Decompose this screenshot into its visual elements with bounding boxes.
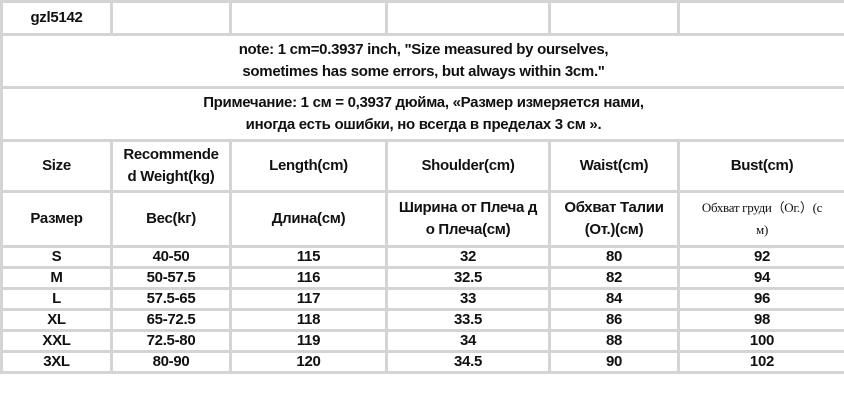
table-cell: S — [0, 245, 113, 269]
table-cell: 40-50 — [110, 245, 232, 269]
note-en-row: note: 1 cm=0.3937 inch, "Size measured b… — [0, 33, 844, 89]
table-cell: 92 — [677, 245, 844, 269]
column-header: Length(cm) — [229, 139, 388, 193]
table-cell: XXL — [0, 329, 113, 353]
table-cell: 120 — [229, 350, 388, 374]
column-header: Длина(см) — [229, 190, 388, 248]
table-cell: 32.5 — [385, 266, 551, 290]
table-cell: 57.5-65 — [110, 287, 232, 311]
table-cell: 98 — [677, 308, 844, 332]
table-cell: 86 — [548, 308, 680, 332]
column-header: Bust(cm) — [677, 139, 844, 193]
column-header: Waist(cm) — [548, 139, 680, 193]
table-cell: 100 — [677, 329, 844, 353]
column-header: Размер — [0, 190, 113, 248]
table-cell: 33.5 — [385, 308, 551, 332]
table-cell: 33 — [385, 287, 551, 311]
column-header: Size — [0, 139, 113, 193]
table-row: 3XL 80-90 120 34.5 90 102 — [0, 350, 844, 374]
table-cell: 116 — [229, 266, 388, 290]
table-cell: 118 — [229, 308, 388, 332]
table-cell: 80-90 — [110, 350, 232, 374]
table-cell: L — [0, 287, 113, 311]
table-cell: 65-72.5 — [110, 308, 232, 332]
table-row: XL 65-72.5 118 33.5 86 98 — [0, 308, 844, 332]
table-row: S 40-50 115 32 80 92 — [0, 245, 844, 269]
column-header: Вес(kг) — [110, 190, 232, 248]
table-cell: 34.5 — [385, 350, 551, 374]
column-header: Обхват груди（Ог.）(с м) — [677, 190, 844, 248]
table-row: M 50-57.5 116 32.5 82 94 — [0, 266, 844, 290]
table-row: L 57.5-65 117 33 84 96 — [0, 287, 844, 311]
column-header: Recommende d Weight(kg) — [110, 139, 232, 193]
table-cell: 3XL — [0, 350, 113, 374]
note-russian: Примечание: 1 см = 0,3937 дюйма, «Размер… — [0, 86, 844, 142]
column-header: Shoulder(cm) — [385, 139, 551, 193]
table-cell: 50-57.5 — [110, 266, 232, 290]
table-cell: 115 — [229, 245, 388, 269]
table-cell: 88 — [548, 329, 680, 353]
table-cell: 82 — [548, 266, 680, 290]
table-cell: 80 — [548, 245, 680, 269]
table-cell: 72.5-80 — [110, 329, 232, 353]
table-cell: 102 — [677, 350, 844, 374]
size-chart-table: gzl5142 note: 1 cm=0.3937 inch, "Size me… — [0, 0, 844, 374]
header-row-english: Size Recommende d Weight(kg) Length(cm) Shou… — [0, 139, 844, 193]
column-header: Обхват Талии (От.)(см) — [548, 190, 680, 248]
note-ru-row: Примечание: 1 см = 0,3937 дюйма, «Размер… — [0, 86, 844, 142]
table-cell: 96 — [677, 287, 844, 311]
table-cell: 94 — [677, 266, 844, 290]
table-cell: 90 — [548, 350, 680, 374]
note-english: note: 1 cm=0.3937 inch, "Size measured b… — [0, 33, 844, 89]
table-cell: 34 — [385, 329, 551, 353]
model-row: gzl5142 — [0, 0, 844, 36]
table-cell: 117 — [229, 287, 388, 311]
table-cell: M — [0, 266, 113, 290]
model-code: gzl5142 — [0, 0, 113, 36]
table-row: XXL 72.5-80 119 34 88 100 — [0, 329, 844, 353]
table-cell: 32 — [385, 245, 551, 269]
table-cell: XL — [0, 308, 113, 332]
table-cell: 84 — [548, 287, 680, 311]
table-cell: 119 — [229, 329, 388, 353]
